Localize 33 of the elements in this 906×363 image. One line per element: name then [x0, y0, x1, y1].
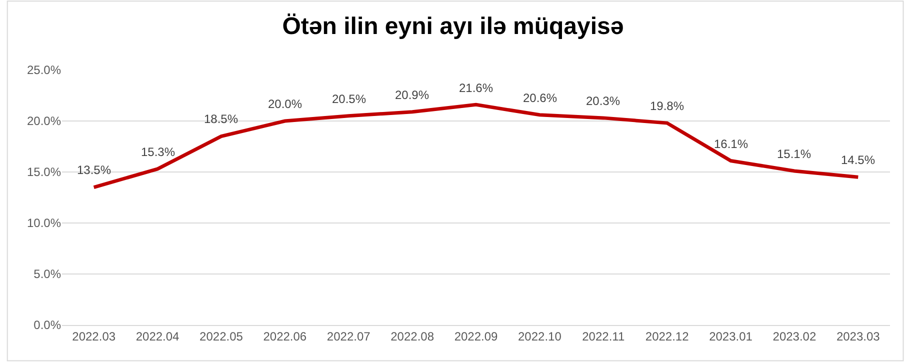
y-tick-label: 0.0%: [34, 318, 62, 332]
x-tick-label: 2022.08: [390, 329, 434, 344]
data-label: 20.0%: [268, 97, 302, 111]
x-tick-label: 2022.07: [326, 329, 371, 344]
data-label: 15.1%: [777, 147, 812, 161]
x-tick-label: 2022.10: [518, 329, 562, 344]
y-tick-label: 20.0%: [26, 114, 62, 128]
x-tick-label: 2022.11: [582, 329, 625, 344]
data-label: 16.1%: [714, 137, 748, 151]
data-label: 21.6%: [459, 81, 494, 95]
data-label: 18.5%: [204, 112, 238, 126]
data-label: 20.9%: [395, 88, 430, 102]
data-label: 20.3%: [586, 94, 620, 108]
data-label: 15.3%: [141, 145, 176, 159]
y-tick-label: 5.0%: [34, 267, 62, 282]
data-label: 13.5%: [77, 163, 112, 177]
x-tick-label: 2023.02: [772, 329, 816, 344]
x-tick-label: 2022.09: [454, 329, 498, 344]
x-tick-label: 2022.12: [645, 329, 690, 344]
x-tick-label: 2022.04: [136, 329, 180, 344]
x-tick-label: 2022.06: [263, 329, 307, 344]
data-label: 20.6%: [523, 91, 558, 105]
data-label: 14.5%: [841, 153, 876, 167]
chart-title: Ötən ilin eyni ayı ilə müqayisə: [282, 12, 624, 40]
x-tick-label: 2022.05: [200, 329, 244, 344]
x-tick-label: 2022.03: [72, 329, 116, 344]
y-tick-label: 25.0%: [26, 63, 62, 78]
x-tick-label: 2023.03: [836, 329, 880, 344]
data-label: 20.5%: [332, 92, 366, 106]
y-tick-label: 10.0%: [26, 216, 62, 230]
data-label: 19.8%: [650, 99, 684, 113]
y-tick-label: 15.0%: [26, 165, 62, 180]
x-tick-label: 2023.01: [709, 329, 753, 344]
